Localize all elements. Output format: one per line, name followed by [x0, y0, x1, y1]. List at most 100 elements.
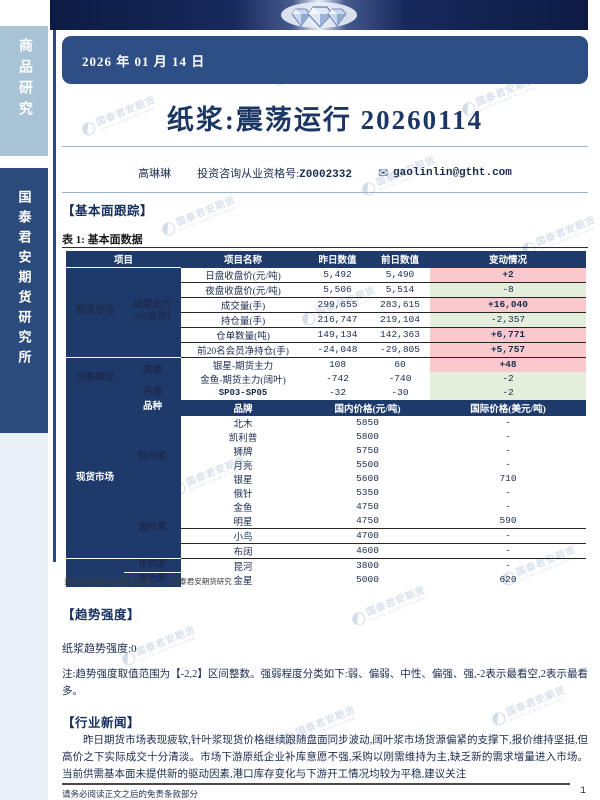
col-change: 变动情况	[430, 251, 587, 268]
cell-name: SP03-SP05	[218, 387, 268, 398]
cell-yesterday: 5,492	[305, 267, 371, 283]
spot-header-row: 现货市场 品种 品牌 国内价格(元/吨) 国际价格(美元/吨)	[66, 399, 587, 558]
fundamentals-table-wrap: 项目 项目名称 昨日数值 前日数值 变动情况 期货市场 纸浆主力 (05合约) 日…	[66, 251, 587, 587]
fundamentals-table: 项目 项目名称 昨日数值 前日数值 变动情况 期货市场 纸浆主力 (05合约) 日…	[66, 251, 587, 587]
sidebar-top-label: 商品研究	[17, 38, 32, 122]
cell-change: -8	[430, 282, 587, 298]
table-row: 期货市场 纸浆主力 (05合约) 日盘收盘价(元/吨) 5,492 5,490 +…	[66, 267, 587, 357]
table-row: 价差概况 基差 银星-期货主力 108 60 +48	[66, 356, 587, 400]
group-spread-overview: 价差概况	[66, 356, 124, 400]
col-brand: 品牌	[181, 399, 306, 416]
cell-name: 持仓量(手)	[181, 312, 306, 328]
divider	[62, 146, 588, 147]
author-email-link[interactable]: ✉ gaolinlin@gtht.com	[378, 166, 512, 180]
col-prev: 前日数值	[370, 251, 431, 268]
author-email: gaolinlin@gtht.com	[393, 167, 512, 179]
cell-name: 银星-期货主力	[212, 361, 274, 372]
cell-brand: 俄针	[233, 489, 253, 500]
cell-yesterday: 5,506	[305, 282, 371, 298]
group-softwood-pulp: 针叶浆	[124, 415, 182, 500]
cell-yesterday: 299,655	[305, 297, 371, 313]
trend-strength-note: 注:趋势强度取值范围为【-2,2】区间整数。强弱程度分类如下:弱、偏弱、中性、偏…	[62, 669, 588, 697]
table-row: 夜盘收盘价(元/吨) 5,506 5,514 -8	[66, 282, 587, 298]
cell-brand: 凯利普	[228, 433, 258, 444]
table-row: 凯利普 5800 -	[66, 430, 586, 444]
cell-change: +48	[430, 357, 587, 372]
col-domestic-price: 国内价格(元/吨)	[305, 399, 431, 416]
divider	[62, 192, 588, 193]
cell-domestic: 4700	[305, 528, 431, 544]
cell-prev: -740	[388, 373, 412, 384]
cell-domestic: 5000	[356, 574, 379, 585]
gtja-logo-watermark	[160, 220, 178, 238]
author-row: 高琳琳 投资咨询从业资格号:Z0002332 ✉ gaolinlin@gtht.…	[62, 158, 588, 188]
cell-name: 成交量(手)	[181, 297, 306, 313]
group-basis: 基差	[124, 356, 182, 386]
section-heading-trend: 【趋势强度】	[62, 608, 141, 622]
table-row: 小鸟 4700 -	[66, 528, 587, 544]
cell-yesterday: -24,048	[305, 342, 371, 358]
group-spot-market: 现货市场	[66, 399, 124, 558]
cell-change: -2	[430, 385, 587, 400]
cell-prev: 5,490	[370, 267, 431, 283]
group-month-spread: 月差	[124, 385, 182, 400]
gtja-logo-watermark	[350, 610, 368, 628]
cell-prev: 219,104	[370, 312, 431, 328]
section-heading-news: 【行业新闻】	[62, 716, 141, 730]
col-international-price: 国际价格(美元/吨)	[430, 399, 587, 416]
cell-international: -	[505, 487, 511, 498]
table-group-spacer	[66, 572, 124, 587]
sidebar-commodity-research: 商品研究	[0, 26, 48, 156]
cell-change: +2	[430, 267, 587, 283]
cell-change: +6,771	[430, 327, 587, 343]
industry-news-paragraph: 昨日期货市场表现疲软,针叶浆现货价格继续跟随盘面同步波动,阔叶浆市场货源偏紧的支…	[62, 735, 588, 780]
table-group-spacer	[66, 557, 124, 573]
cell-domestic: 3800	[356, 560, 379, 571]
cell-prev: 283,615	[370, 297, 431, 313]
cell-yesterday: -32	[328, 387, 347, 398]
table-header-row: 项目 项目名称 昨日数值 前日数值 变动情况	[66, 251, 587, 268]
table-row: 狮牌 5750 -	[66, 444, 586, 458]
col-name: 项目名称	[181, 251, 306, 268]
sidebar-bottom-label: 国泰君安期货研究所	[16, 190, 32, 370]
cell-brand: 金鱼	[233, 503, 253, 514]
table-row: 化机浆 昆河 3800 -	[66, 557, 586, 573]
cell-domestic: 4750	[305, 513, 431, 529]
cell-name: 日盘收盘价(元/吨)	[181, 267, 306, 283]
cell-yesterday: 149,134	[305, 327, 371, 343]
table-row: 银星 5600 710	[66, 472, 586, 486]
cell-international: -	[505, 459, 511, 470]
table-row: 月差 SP03-SP05 -32 -30 -2	[66, 385, 587, 400]
table-row: 针叶浆 北木 5850 -	[66, 415, 586, 500]
cell-international: -	[430, 528, 587, 544]
group-variety: 品种	[124, 399, 182, 416]
cell-name: 前20名会员净持仓(手)	[181, 342, 306, 358]
email-icon: ✉	[377, 166, 389, 180]
sidebar-institute: 国泰君安期货研究所	[0, 168, 48, 433]
cell-international: 590	[430, 513, 587, 529]
trend-strength-value: 纸浆趋势强度:0	[62, 643, 137, 655]
cell-change: -2	[430, 371, 587, 386]
group-unbleached-pulp: 本色浆	[124, 572, 182, 587]
table-row: 布阔 4600 -	[66, 543, 587, 559]
cell-international: -	[505, 431, 511, 442]
table-row: 本色浆 金星 5000 620	[66, 572, 586, 587]
gtja-logo-watermark	[490, 710, 508, 728]
cell-change: +16,040	[430, 297, 587, 313]
cell-prev: 142,363	[370, 327, 431, 343]
cell-brand: 银星	[233, 475, 253, 486]
cell-international: -	[505, 560, 511, 571]
cell-prev: -30	[391, 387, 409, 398]
col-item: 项目	[66, 251, 182, 268]
diamond-emblem-icon	[281, 2, 357, 28]
cell-domestic: 5850	[356, 417, 379, 428]
page-number: 1	[579, 786, 586, 797]
footer-disclaimer: 请务必阅读正文之后的免责条款部分	[62, 789, 199, 799]
report-date: 2026 年 01 月 14 日	[82, 53, 206, 69]
cell-change: -2,357	[430, 312, 587, 328]
cell-yesterday: 216,747	[305, 312, 371, 328]
table-row: 阔叶浆 金鱼 4750 -	[66, 499, 586, 558]
col-yesterday: 昨日数值	[305, 251, 371, 268]
cell-prev: 60	[394, 359, 406, 370]
